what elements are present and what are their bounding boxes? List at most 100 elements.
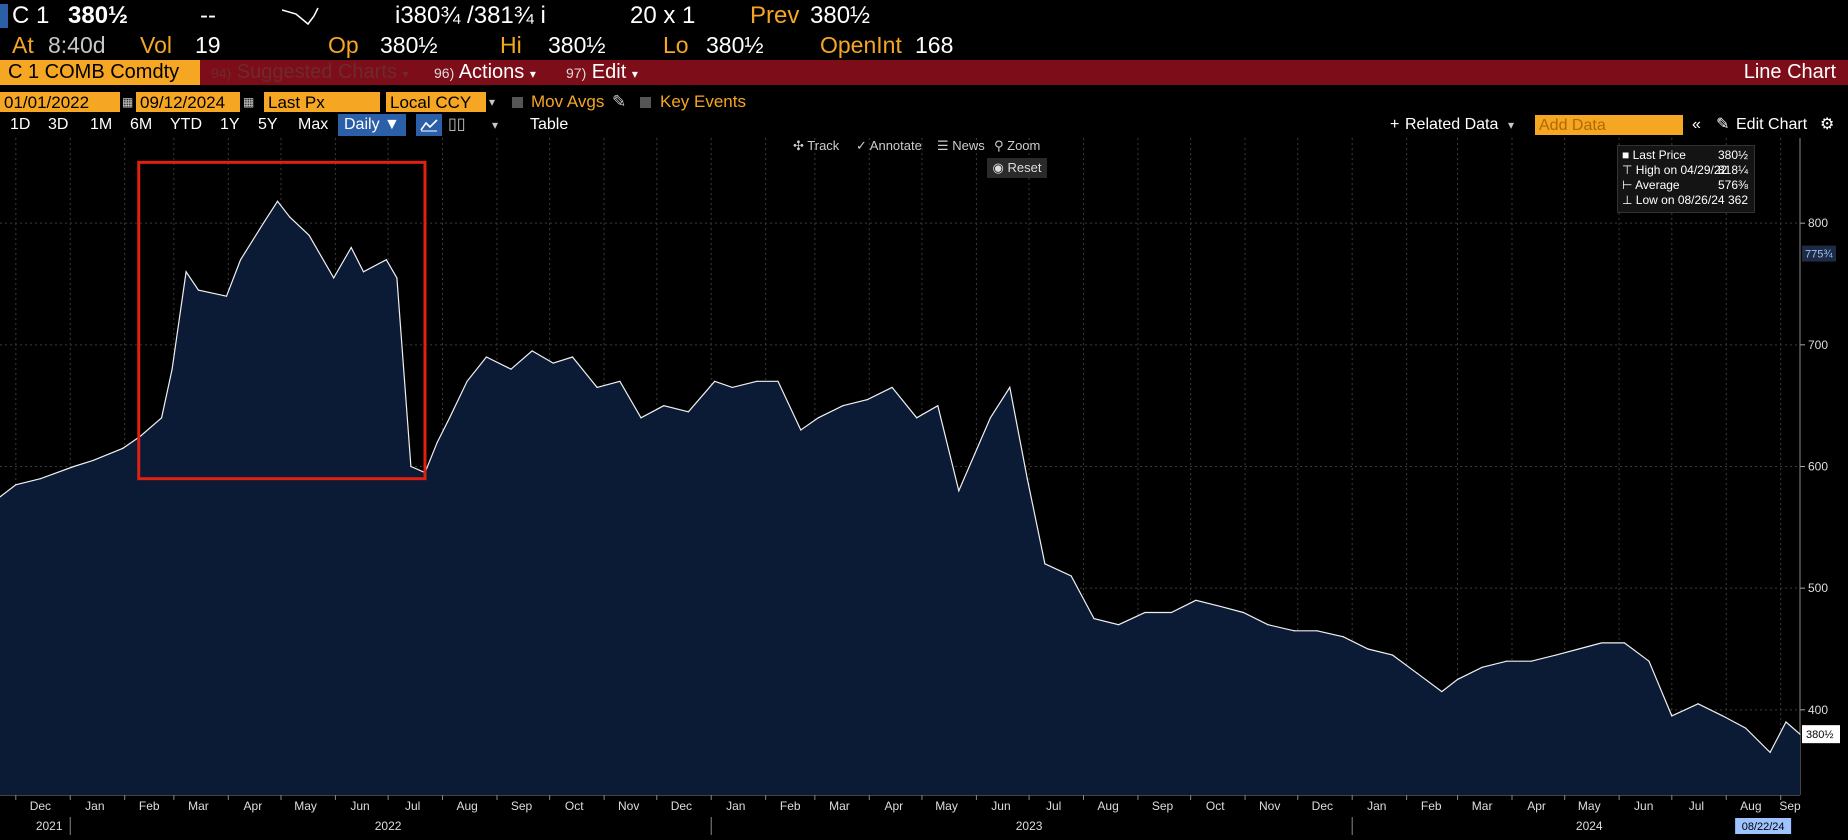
key-events-checkbox[interactable] bbox=[640, 97, 651, 108]
track-tool[interactable]: ✣ Track bbox=[793, 138, 839, 154]
x-tick-label: Jun bbox=[991, 799, 1010, 813]
period-1m[interactable]: 1M bbox=[90, 116, 113, 133]
legend-low-label: Low on 08/26/24 bbox=[1635, 193, 1725, 207]
x-year-label: 2021 bbox=[36, 819, 63, 833]
x-year-label: 2022 bbox=[375, 819, 402, 833]
mov-avgs-checkbox[interactable] bbox=[512, 97, 523, 108]
price-point bbox=[160, 417, 163, 419]
price-point bbox=[891, 386, 893, 389]
add-data-input[interactable]: Add Data bbox=[1535, 115, 1683, 135]
openint-label: OpenInt bbox=[820, 32, 902, 58]
price-area bbox=[0, 201, 1800, 796]
price-point bbox=[1293, 630, 1295, 632]
period-6m[interactable]: 6M bbox=[130, 116, 153, 133]
pencil-icon[interactable]: ✎ bbox=[1716, 116, 1730, 133]
related-data-menu[interactable]: Related Data bbox=[1405, 116, 1499, 133]
price-point bbox=[756, 380, 758, 382]
field-select[interactable]: Last Px bbox=[264, 92, 380, 112]
period-1y[interactable]: 1Y bbox=[220, 116, 240, 133]
x-tick-label: Aug bbox=[456, 799, 477, 813]
op-label: Op bbox=[328, 32, 359, 58]
price-point bbox=[1144, 611, 1146, 614]
chevron-down-icon: ▾ bbox=[631, 67, 638, 81]
reset-label: Reset bbox=[1007, 160, 1042, 175]
track-label: Track bbox=[807, 138, 840, 153]
x-tick-label: Oct bbox=[565, 799, 584, 813]
legend-last: ■ Last Price 380½ bbox=[1622, 148, 1750, 163]
gear-icon[interactable]: ⚙ bbox=[1820, 116, 1835, 133]
price-point bbox=[510, 368, 512, 370]
period-3d[interactable]: 3D bbox=[48, 116, 69, 133]
frequency-select[interactable]: Daily ▼ bbox=[338, 114, 406, 136]
x-tick-label: Jul bbox=[405, 799, 420, 813]
price-point bbox=[39, 478, 41, 480]
price-point bbox=[1416, 672, 1418, 674]
price-point bbox=[225, 295, 228, 297]
start-date-field[interactable]: 01/01/2022 bbox=[0, 92, 120, 112]
line-chart-icon[interactable] bbox=[416, 114, 442, 136]
actions-menu[interactable]: 96) Actions ▾ bbox=[428, 60, 542, 85]
chart-area: 400 500 600 700 800 Dec Jan Feb Mar Apr May Jun Jul A… bbox=[0, 138, 1848, 835]
crosshair-icon: ✣ bbox=[793, 138, 808, 153]
chevron-down-icon[interactable]: ▾ bbox=[492, 118, 499, 132]
x-tick-label: Jul bbox=[1046, 799, 1061, 813]
suggested-charts-menu[interactable]: 94) Suggested Charts ▾ bbox=[205, 60, 415, 85]
bar-chart-icon[interactable]: ▯▯ bbox=[448, 116, 466, 133]
news-icon: ☰ bbox=[937, 138, 953, 153]
zoom-tool[interactable]: ⚲ Zoom bbox=[994, 138, 1040, 154]
news-tool[interactable]: ☰ News bbox=[937, 138, 985, 154]
chevron-down-icon[interactable]: ▾ bbox=[489, 95, 496, 109]
period-max[interactable]: Max bbox=[298, 116, 329, 133]
price-point bbox=[989, 417, 992, 419]
edit-chart-button[interactable]: Edit Chart bbox=[1736, 116, 1808, 133]
edit-menu[interactable]: 97) Edit ▾ bbox=[560, 60, 644, 85]
price-point bbox=[1799, 733, 1801, 735]
net-change: -- bbox=[200, 2, 216, 29]
period-5y[interactable]: 5Y bbox=[258, 116, 278, 133]
vol-label: Vol bbox=[140, 32, 172, 58]
lo-value: 380½ bbox=[706, 32, 764, 58]
annotate-tool[interactable]: ✓ Annotate bbox=[856, 138, 922, 154]
collapse-icon[interactable]: « bbox=[1692, 116, 1701, 133]
calendar-icon[interactable]: ▦ bbox=[122, 95, 134, 109]
price-point bbox=[436, 441, 438, 443]
period-1d[interactable]: 1D bbox=[10, 116, 31, 133]
prev-label: Prev bbox=[750, 2, 800, 29]
price-point bbox=[800, 429, 802, 431]
x-tick-label: Mar bbox=[188, 799, 209, 813]
ticker-label: C 1 bbox=[12, 2, 50, 29]
actions-num: 96) bbox=[434, 65, 455, 81]
period-ytd[interactable]: YTD bbox=[170, 116, 202, 133]
x-tick-label: Feb bbox=[139, 799, 160, 813]
y-tick-label: 600 bbox=[1808, 460, 1828, 474]
high-marker-icon: ⊤ bbox=[1622, 163, 1636, 177]
date-tag-box bbox=[1735, 818, 1792, 834]
price-point bbox=[1441, 690, 1443, 693]
price-point bbox=[1697, 703, 1699, 705]
security-field[interactable]: C 1 COMB Comdty bbox=[0, 60, 200, 85]
y-tick-label: 500 bbox=[1808, 581, 1828, 595]
table-button[interactable]: Table bbox=[530, 116, 569, 133]
price-point bbox=[1600, 642, 1603, 644]
price-point bbox=[92, 459, 94, 462]
price-point bbox=[1316, 630, 1318, 632]
legend-square-icon: ■ bbox=[1622, 148, 1633, 162]
edit-num: 97) bbox=[566, 65, 587, 81]
price-tag-box bbox=[1802, 245, 1836, 262]
x-tick-label: Sep bbox=[1152, 799, 1174, 813]
calendar-icon[interactable]: ▦ bbox=[243, 95, 255, 109]
price-point bbox=[937, 405, 939, 407]
price-point bbox=[714, 380, 716, 382]
end-date-field[interactable]: 09/12/2024 bbox=[136, 92, 240, 112]
chevron-down-icon[interactable]: ▾ bbox=[1508, 118, 1515, 132]
reset-button[interactable]: ◉ Reset bbox=[987, 158, 1047, 178]
price-point bbox=[289, 216, 291, 218]
reset-icon: ◉ bbox=[992, 160, 1008, 175]
x-tick-label: Oct bbox=[1206, 799, 1225, 813]
price-point bbox=[619, 380, 621, 382]
price-point bbox=[333, 277, 335, 279]
currency-select[interactable]: Local CCY bbox=[386, 92, 486, 112]
hi-value: 380½ bbox=[548, 32, 606, 58]
pencil-icon[interactable]: ✎ bbox=[612, 92, 627, 111]
annotate-label: Annotate bbox=[869, 138, 922, 153]
